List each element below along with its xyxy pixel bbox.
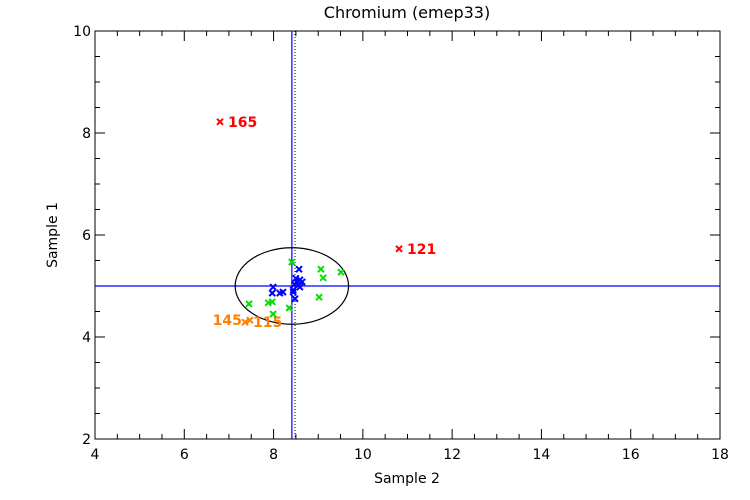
- point-label: 121: [407, 242, 436, 258]
- point-label: 165: [228, 115, 257, 131]
- chart-title: Chromium (emep33): [324, 3, 490, 22]
- data-point-green: [315, 293, 323, 301]
- data-point-blue: [290, 280, 299, 289]
- y-axis-label: Sample 1: [45, 202, 61, 268]
- data-point-blue: [289, 286, 297, 294]
- y-tick-label: 10: [73, 24, 91, 40]
- data-point-blue: [279, 288, 287, 296]
- y-tick-label: 8: [82, 126, 91, 142]
- data-point-blue: [295, 265, 303, 273]
- y-tick-label: 6: [82, 228, 91, 244]
- x-tick-label: 8: [269, 447, 278, 463]
- data-point-orange: [246, 316, 254, 324]
- data-point-outliers: [395, 245, 403, 253]
- data-point-blue: [289, 288, 297, 296]
- x-tick-label: 10: [354, 447, 372, 463]
- point-label: 115: [253, 315, 282, 331]
- data-point-blue: [268, 289, 276, 297]
- data-point-green: [319, 274, 327, 282]
- data-point-green: [245, 300, 253, 308]
- plot-frame: [94, 30, 721, 440]
- y-tick-label: 2: [82, 432, 91, 448]
- x-tick-label: 4: [91, 447, 100, 463]
- data-point-orange: [241, 318, 249, 326]
- point-label: 145: [213, 313, 242, 329]
- data-point-green: [285, 304, 293, 312]
- x-tick-label: 6: [180, 447, 189, 463]
- data-point-blue: [291, 295, 299, 303]
- data-point-green: [317, 265, 325, 273]
- data-point-blue: [296, 283, 304, 291]
- x-tick-label: 16: [622, 447, 640, 463]
- x-tick-label: 18: [711, 447, 729, 463]
- data-point-green: [268, 298, 276, 306]
- x-tick-label: 14: [533, 447, 551, 463]
- x-axis-label: Sample 2: [374, 471, 440, 487]
- data-point-green: [288, 258, 296, 266]
- data-point-blue: [292, 274, 300, 283]
- x-tick-label: 12: [443, 447, 461, 463]
- data-point-outliers: [216, 118, 224, 126]
- data-point-green: [337, 268, 345, 276]
- y-tick-label: 4: [82, 330, 91, 346]
- confidence-ellipse: [234, 247, 350, 325]
- data-point-green: [269, 310, 277, 318]
- data-point-blue: [269, 283, 277, 291]
